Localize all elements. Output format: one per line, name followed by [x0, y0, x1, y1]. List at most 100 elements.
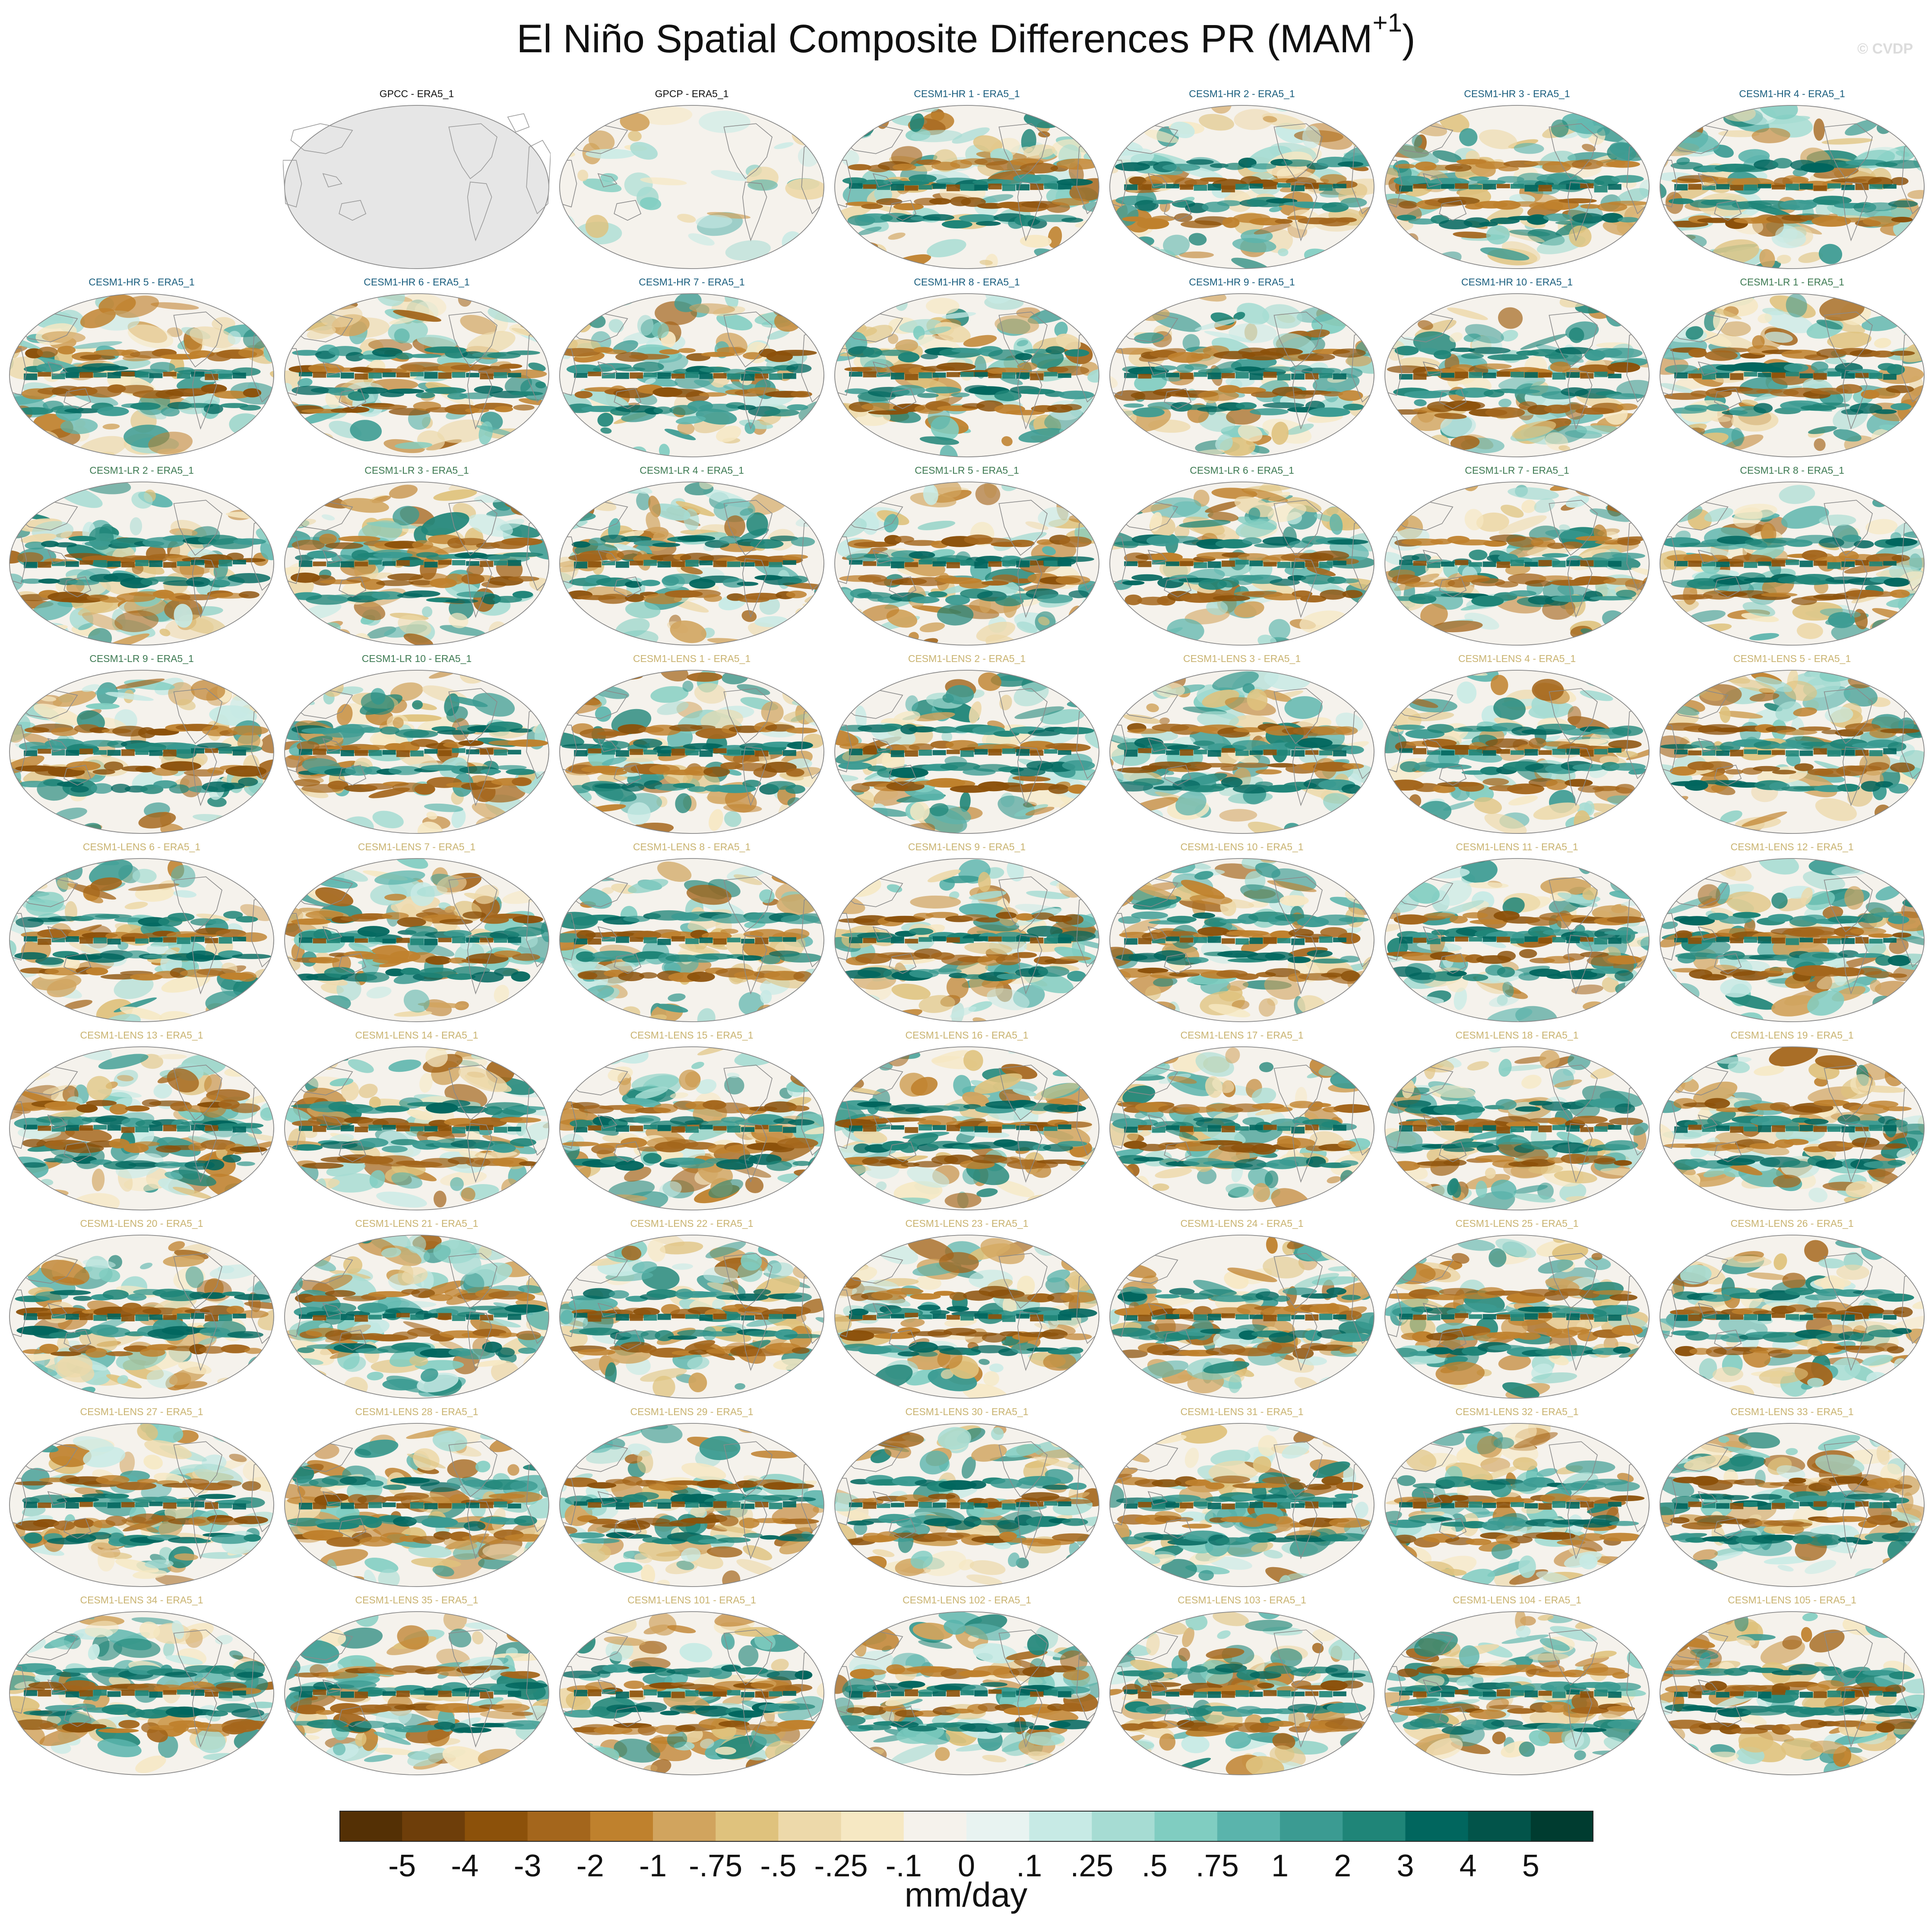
robinson-map	[1384, 1611, 1650, 1775]
robinson-map	[1384, 105, 1650, 269]
panel-title: CESM1-LR 5 - ERA5_1	[915, 465, 1019, 476]
map-panel: CESM1-LR 1 - ERA5_1	[1655, 276, 1929, 462]
panel-title: CESM1-HR 1 - ERA5_1	[914, 88, 1020, 99]
panel-title: CESM1-LR 6 - ERA5_1	[1190, 465, 1294, 476]
panel-title: CESM1-LENS 102 - ERA5_1	[903, 1594, 1031, 1606]
panel-title: GPCC - ERA5_1	[379, 88, 454, 99]
panel-title: CESM1-LENS 21 - ERA5_1	[355, 1218, 478, 1229]
map-panel: CESM1-LR 3 - ERA5_1	[279, 465, 554, 650]
panel-title: CESM1-HR 5 - ERA5_1	[89, 276, 195, 288]
colorbar-swatch	[339, 1811, 402, 1842]
panel-title: CESM1-LENS 34 - ERA5_1	[80, 1594, 203, 1606]
map-panel: CESM1-LENS 31 - ERA5_1	[1105, 1406, 1379, 1592]
map-panel: CESM1-LENS 12 - ERA5_1	[1655, 841, 1929, 1027]
colorbar-tick-label: -3	[513, 1849, 542, 1883]
map-panel: CESM1-LENS 9 - ERA5_1	[830, 841, 1104, 1027]
map-panel: GPCC - ERA5_1	[279, 88, 554, 274]
panel-title: CESM1-LENS 7 - ERA5_1	[358, 841, 476, 852]
panel-title: CESM1-LENS 3 - ERA5_1	[1183, 653, 1301, 664]
colorbar-tick-label: -.5	[760, 1849, 797, 1883]
map-panel: CESM1-LENS 33 - ERA5_1	[1655, 1406, 1929, 1592]
map-panel: CESM1-HR 2 - ERA5_1	[1105, 88, 1379, 274]
map-panel: CESM1-LR 7 - ERA5_1	[1380, 465, 1654, 650]
panel-title: CESM1-LENS 1 - ERA5_1	[633, 653, 751, 664]
map-panel: CESM1-LENS 14 - ERA5_1	[279, 1030, 554, 1215]
robinson-map	[9, 858, 274, 1022]
robinson-map	[559, 1611, 824, 1775]
panel-title: CESM1-LENS 31 - ERA5_1	[1180, 1406, 1304, 1417]
panel-title: CESM1-LENS 30 - ERA5_1	[905, 1406, 1029, 1417]
robinson-map	[834, 670, 1099, 834]
panel-title: CESM1-LENS 25 - ERA5_1	[1455, 1218, 1579, 1229]
robinson-map	[1109, 482, 1375, 646]
map-panel: CESM1-LENS 21 - ERA5_1	[279, 1218, 554, 1403]
panel-title: CESM1-LENS 26 - ERA5_1	[1730, 1218, 1854, 1229]
panel-title: CESM1-LENS 24 - ERA5_1	[1180, 1218, 1304, 1229]
colorbar-swatch	[590, 1811, 653, 1842]
map-panel: CESM1-HR 1 - ERA5_1	[830, 88, 1104, 274]
map-panel: CESM1-LR 2 - ERA5_1	[4, 465, 279, 650]
robinson-map	[1660, 1046, 1925, 1210]
colorbar-tick-label: 3	[1397, 1849, 1414, 1883]
map-panel: CESM1-LENS 29 - ERA5_1	[554, 1406, 829, 1592]
panel-title: CESM1-LENS 15 - ERA5_1	[630, 1030, 754, 1041]
robinson-map	[559, 670, 824, 834]
map-panel: CESM1-LR 10 - ERA5_1	[279, 653, 554, 839]
panel-title: CESM1-HR 2 - ERA5_1	[1189, 88, 1295, 99]
map-panel: CESM1-LR 9 - ERA5_1	[4, 653, 279, 839]
colorbar-swatch	[1092, 1811, 1155, 1842]
map-panel: CESM1-LENS 7 - ERA5_1	[279, 841, 554, 1027]
colorbar-swatch	[653, 1811, 716, 1842]
robinson-map	[284, 1235, 549, 1399]
panel-title: CESM1-HR 6 - ERA5_1	[364, 276, 470, 288]
robinson-map	[559, 1046, 824, 1210]
map-panel: CESM1-LENS 23 - ERA5_1	[830, 1218, 1104, 1403]
robinson-map	[834, 858, 1099, 1022]
map-panel: CESM1-LENS 30 - ERA5_1	[830, 1406, 1104, 1592]
robinson-map	[1109, 1423, 1375, 1587]
robinson-map	[284, 1046, 549, 1210]
robinson-map	[284, 1611, 549, 1775]
panel-title: CESM1-LENS 105 - ERA5_1	[1728, 1594, 1856, 1606]
colorbar-units: mm/day	[904, 1875, 1028, 1914]
map-panel: CESM1-LENS 18 - ERA5_1	[1380, 1030, 1654, 1215]
map-panel: CESM1-HR 5 - ERA5_1	[4, 276, 279, 462]
colorbar-swatch	[778, 1811, 842, 1842]
robinson-map	[1660, 858, 1925, 1022]
map-panel: CESM1-LENS 102 - ERA5_1	[830, 1594, 1104, 1780]
panel-title: CESM1-LENS 104 - ERA5_1	[1453, 1594, 1581, 1606]
colorbar-tick-label: 2	[1334, 1849, 1352, 1883]
panel-title: CESM1-LENS 10 - ERA5_1	[1180, 841, 1304, 852]
map-panel: CESM1-LR 8 - ERA5_1	[1655, 465, 1929, 650]
panel-title: CESM1-LENS 18 - ERA5_1	[1455, 1030, 1579, 1041]
map-panel: CESM1-LENS 32 - ERA5_1	[1380, 1406, 1654, 1592]
panel-title: CESM1-LENS 32 - ERA5_1	[1455, 1406, 1579, 1417]
colorbar-tick-label: -5	[388, 1849, 416, 1883]
title-superscript: +1	[1372, 8, 1402, 37]
panel-title: CESM1-LENS 33 - ERA5_1	[1730, 1406, 1854, 1417]
map-panel: CESM1-LENS 1 - ERA5_1	[554, 653, 829, 839]
panel-title: CESM1-LR 8 - ERA5_1	[1740, 465, 1844, 476]
colorbar-swatch	[1343, 1811, 1406, 1842]
colorbar-tick-label: -1	[639, 1849, 667, 1883]
colorbar-swatch	[1154, 1811, 1218, 1842]
map-panel: CESM1-LENS 15 - ERA5_1	[554, 1030, 829, 1215]
robinson-map	[559, 858, 824, 1022]
colorbar-swatch	[1217, 1811, 1280, 1842]
map-panel: CESM1-LENS 104 - ERA5_1	[1380, 1594, 1654, 1780]
robinson-map	[834, 1046, 1099, 1210]
map-panel: CESM1-LENS 6 - ERA5_1	[4, 841, 279, 1027]
map-panel: CESM1-LENS 27 - ERA5_1	[4, 1406, 279, 1592]
panel-title: CESM1-LR 1 - ERA5_1	[1740, 276, 1844, 288]
panel-title: CESM1-HR 7 - ERA5_1	[639, 276, 745, 288]
panel-title: CESM1-HR 3 - ERA5_1	[1464, 88, 1570, 99]
map-panel: CESM1-HR 3 - ERA5_1	[1380, 88, 1654, 274]
panel-title: CESM1-LENS 8 - ERA5_1	[633, 841, 751, 852]
panel-title: CESM1-LR 4 - ERA5_1	[640, 465, 744, 476]
map-panel: CESM1-LENS 4 - ERA5_1	[1380, 653, 1654, 839]
panel-title: CESM1-LENS 6 - ERA5_1	[82, 841, 201, 852]
panel-title: CESM1-LENS 4 - ERA5_1	[1458, 653, 1576, 664]
robinson-map	[834, 1611, 1099, 1775]
robinson-map	[284, 670, 549, 834]
robinson-map	[9, 1423, 274, 1587]
